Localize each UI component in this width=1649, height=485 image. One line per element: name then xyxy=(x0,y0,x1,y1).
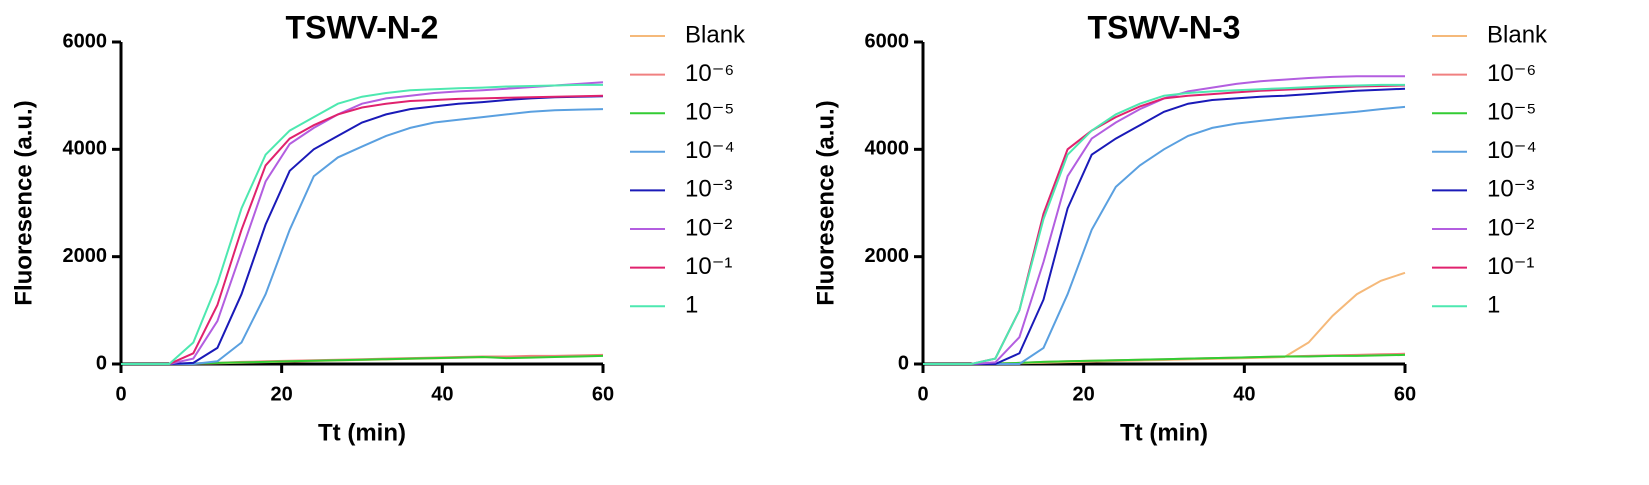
x-tick-label: 60 xyxy=(592,383,614,405)
y-tick-label: 0 xyxy=(898,352,909,374)
x-tick-label: 0 xyxy=(917,383,928,405)
x-tick-label: 60 xyxy=(1394,383,1416,405)
legend-label: 10⁻⁴ xyxy=(685,137,735,164)
x-axis-label: Tt (min) xyxy=(1120,419,1208,446)
legend-label: Blank xyxy=(685,21,746,48)
series-line xyxy=(121,95,604,365)
series-line xyxy=(923,105,1406,365)
y-tick-label: 4000 xyxy=(63,138,108,160)
series-line xyxy=(923,75,1405,365)
legend-label: 10⁻⁴ xyxy=(1487,137,1537,164)
legend-label: 10⁻¹ xyxy=(1487,253,1534,280)
legend-label: 1 xyxy=(685,292,698,319)
x-tick-label: 20 xyxy=(1073,383,1095,405)
series-line xyxy=(121,81,604,365)
series-line xyxy=(121,83,603,365)
x-axis-label: Tt (min) xyxy=(318,419,406,446)
y-tick-label: 4000 xyxy=(865,138,910,160)
y-tick-label: 2000 xyxy=(63,245,108,267)
y-tick-label: 0 xyxy=(96,352,107,374)
legend-label: 10⁻⁵ xyxy=(685,99,734,126)
legend-label: Blank xyxy=(1487,21,1548,48)
series-line xyxy=(121,108,604,365)
x-tick-label: 40 xyxy=(431,383,453,405)
y-axis-label: Fluoresence (a.u.) xyxy=(812,100,839,305)
legend-label: 10⁻³ xyxy=(1487,176,1534,203)
x-tick-label: 20 xyxy=(271,383,293,405)
series-line xyxy=(121,94,604,365)
series-line xyxy=(923,87,1406,365)
series-line xyxy=(923,83,1405,365)
legend-label: 10⁻² xyxy=(1487,214,1534,241)
y-tick-label: 6000 xyxy=(865,30,910,52)
legend-label: 10⁻⁶ xyxy=(685,60,734,87)
series-line xyxy=(923,271,1406,365)
x-tick-label: 40 xyxy=(1233,383,1255,405)
x-tick-label: 0 xyxy=(115,383,126,405)
legend-label: 10⁻⁵ xyxy=(1487,99,1536,126)
legend-label: 10⁻⁶ xyxy=(1487,60,1536,87)
legend-label: 10⁻¹ xyxy=(685,253,732,280)
series-line xyxy=(923,84,1406,365)
y-axis-label: Fluoresence (a.u.) xyxy=(10,100,37,305)
legend-label: 10⁻² xyxy=(685,214,732,241)
chart-title: TSWV-N-3 xyxy=(1088,9,1241,45)
chart-title: TSWV-N-2 xyxy=(286,9,439,45)
legend-label: 1 xyxy=(1487,292,1500,319)
legend-label: 10⁻³ xyxy=(685,176,732,203)
y-tick-label: 2000 xyxy=(865,245,910,267)
y-tick-label: 6000 xyxy=(63,30,108,52)
